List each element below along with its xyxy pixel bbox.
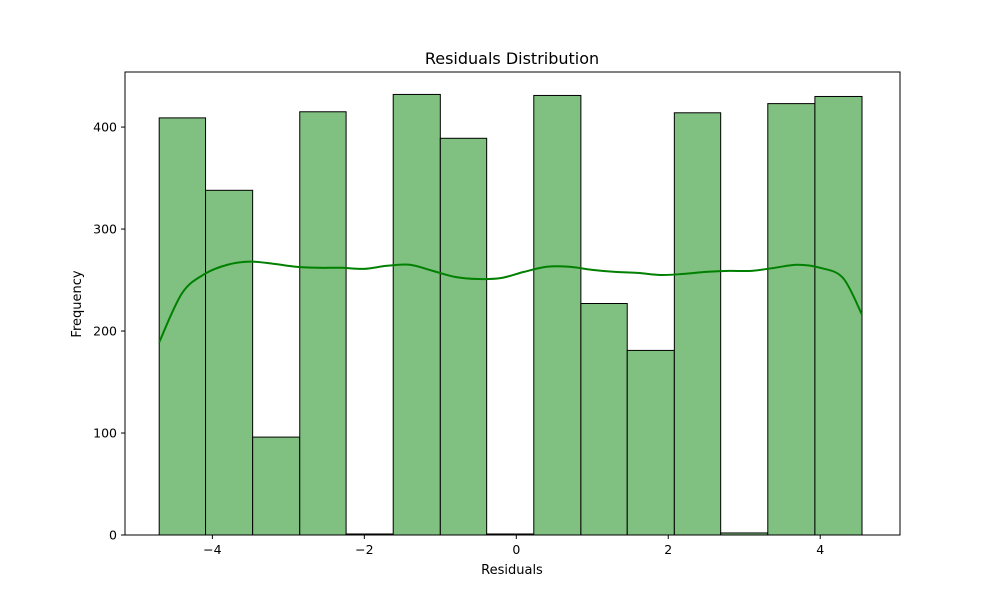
x-tick-label: 2 — [664, 542, 672, 557]
x-axis-ticks: −4 −2 0 2 4 — [203, 535, 824, 557]
y-tick-label: 200 — [93, 324, 117, 339]
x-tick-label: −4 — [203, 542, 221, 557]
histogram-bar-4 — [299, 111, 347, 536]
y-tick-label: 0 — [109, 528, 117, 543]
kde-curve — [158, 260, 863, 343]
y-tick-label: 300 — [93, 222, 117, 237]
histogram-bar-9 — [533, 94, 582, 536]
histogram-bar-2 — [205, 189, 254, 536]
y-tick-label: 400 — [93, 120, 117, 135]
histogram-bar-15 — [814, 95, 863, 536]
x-axis-label: Residuals — [481, 563, 543, 578]
y-axis-label: Frequency — [70, 270, 85, 337]
histogram-bar-3 — [252, 436, 301, 536]
y-tick-label: 100 — [93, 426, 117, 441]
y-axis-ticks: 0 100 200 300 400 — [93, 120, 125, 543]
chart-title: Residuals Distribution — [425, 49, 599, 68]
x-tick-label: 4 — [816, 542, 824, 557]
histogram-bar-10 — [580, 303, 628, 536]
histogram-bar-12 — [673, 112, 722, 536]
x-tick-label: −2 — [355, 542, 373, 557]
x-tick-label: 0 — [512, 542, 520, 557]
plot-frame — [124, 71, 901, 536]
bars-group — [158, 93, 863, 536]
histogram-bar-7 — [439, 137, 488, 536]
histogram-bar-6 — [392, 93, 441, 536]
histogram-bar-11 — [626, 349, 675, 536]
histogram-bar-14 — [767, 103, 816, 536]
